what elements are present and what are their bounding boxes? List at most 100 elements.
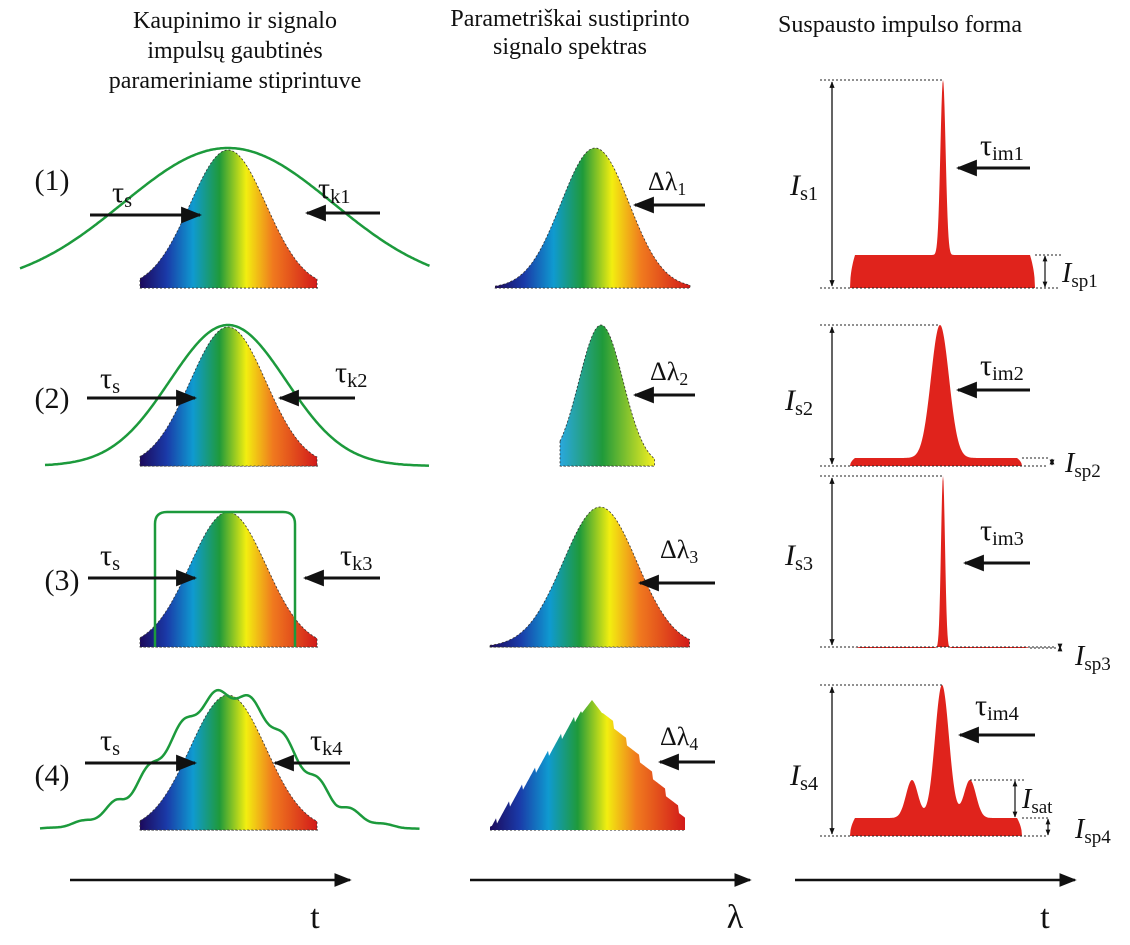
signal-pulse (139, 694, 318, 831)
tau-k: τk2 (335, 356, 367, 392)
tau-s-base: τ (100, 362, 112, 395)
tau-k-base: τ (335, 356, 347, 389)
tau-k-base: τ (310, 724, 322, 757)
axis-label: t (1040, 899, 1050, 936)
tau-im-sub: im4 (987, 703, 1019, 725)
delta-lambda-sub: 4 (689, 734, 698, 754)
column-header: Parametriškai sustiprinto (450, 6, 689, 32)
delta-lambda-sub: 1 (677, 179, 686, 199)
I-sp-sub: sp1 (1071, 271, 1097, 292)
compressed-pulse (850, 325, 1022, 466)
delta-lambda: Δλ2 (650, 357, 688, 389)
tau-s-sub: s (112, 738, 120, 760)
compressed-pulse (850, 685, 1022, 836)
I-s-base: I (784, 539, 797, 572)
delta-lambda-base: Δλ (648, 167, 678, 196)
tau-s: τs (100, 724, 120, 760)
tau-k-base: τ (340, 539, 352, 572)
tau-s-sub: s (112, 376, 120, 398)
spectrum (489, 506, 690, 648)
I-sat-sub: sat (1031, 797, 1053, 818)
pump-envelope (39, 688, 420, 830)
row-label: (2) (35, 382, 70, 415)
tau-s: τs (100, 362, 120, 398)
I-sp: Isp3 (1074, 641, 1111, 675)
I-sp: Isp2 (1064, 448, 1101, 482)
column-header: Kaupinimo ir signalo (133, 8, 337, 34)
I-s-sub: s4 (800, 773, 818, 795)
delta-lambda-base: Δλ (660, 722, 690, 751)
delta-lambda: Δλ1 (648, 167, 686, 199)
tau-im-base: τ (980, 129, 992, 162)
I-s: Is4 (789, 759, 818, 795)
I-sp: Isp4 (1074, 814, 1111, 848)
tau-im: τim1 (980, 129, 1024, 165)
axis-label: λ (727, 899, 744, 936)
I-sp-base: I (1074, 814, 1086, 845)
tau-k-sub: k1 (330, 186, 350, 208)
tau-im-base: τ (980, 514, 992, 547)
I-s-base: I (789, 169, 802, 202)
tau-im-base: τ (980, 349, 992, 382)
I-s-sub: s3 (795, 553, 813, 575)
tau-im: τim4 (975, 689, 1019, 725)
pump-envelope (44, 323, 430, 467)
tau-s: τs (100, 539, 120, 575)
delta-lambda-base: Δλ (650, 357, 680, 386)
compressed-pulse (855, 476, 1030, 648)
tau-k-sub: k4 (322, 738, 342, 760)
tau-k: τk4 (310, 724, 342, 760)
spectrum (559, 324, 655, 467)
I-s: Is1 (789, 169, 818, 205)
tau-im-sub: im1 (992, 143, 1024, 165)
I-sp: Isp1 (1061, 258, 1098, 292)
delta-lambda-sub: 3 (689, 547, 698, 567)
pump-envelope (153, 510, 297, 647)
axis-label: t (310, 899, 320, 936)
tau-s-base: τ (112, 176, 124, 209)
column-header: impulsų gaubtinės (147, 38, 322, 64)
I-sp-sub: sp4 (1084, 827, 1111, 848)
row-label: (4) (35, 759, 70, 792)
delta-lambda-base: Δλ (660, 535, 690, 564)
tau-im: τim3 (980, 514, 1024, 550)
row-label: (3) (45, 564, 80, 597)
tau-k-sub: k2 (347, 370, 367, 392)
I-s: Is3 (784, 539, 813, 575)
I-sp-base: I (1074, 641, 1086, 672)
signal-pulse (139, 149, 318, 289)
spectrum (494, 147, 691, 289)
column-header: signalo spektras (493, 34, 647, 60)
tau-im-sub: im2 (992, 363, 1024, 385)
tau-s-sub: s (112, 553, 120, 575)
I-s: Is2 (784, 384, 813, 420)
I-sat-base: I (1021, 784, 1033, 815)
I-s-base: I (789, 759, 802, 792)
spectrum (490, 700, 685, 830)
column-header: Suspausto impulso forma (778, 12, 1022, 38)
tau-im: τim2 (980, 349, 1024, 385)
delta-lambda: Δλ4 (660, 722, 698, 754)
tau-k: τk1 (318, 172, 350, 208)
compressed-pulse (850, 80, 1035, 288)
signal-pulse (139, 326, 318, 467)
I-sp-base: I (1061, 258, 1073, 289)
pump-envelope (19, 146, 430, 270)
I-sat: Isat (1021, 784, 1053, 818)
I-s-sub: s1 (800, 183, 818, 205)
tau-s-sub: s (124, 190, 132, 212)
tau-im-sub: im3 (992, 528, 1024, 550)
I-sp-sub: sp3 (1084, 654, 1110, 675)
tau-k: τk3 (340, 539, 372, 575)
row-label: (1) (35, 164, 70, 197)
tau-s: τs (112, 176, 132, 212)
I-s-sub: s2 (795, 398, 813, 420)
I-sp-base: I (1064, 448, 1076, 479)
tau-im-base: τ (975, 689, 987, 722)
column-header: parameriniame stiprintuve (109, 68, 362, 94)
delta-lambda: Δλ3 (660, 535, 698, 567)
signal-pulse (139, 511, 318, 648)
tau-s-base: τ (100, 539, 112, 572)
tau-s-base: τ (100, 724, 112, 757)
